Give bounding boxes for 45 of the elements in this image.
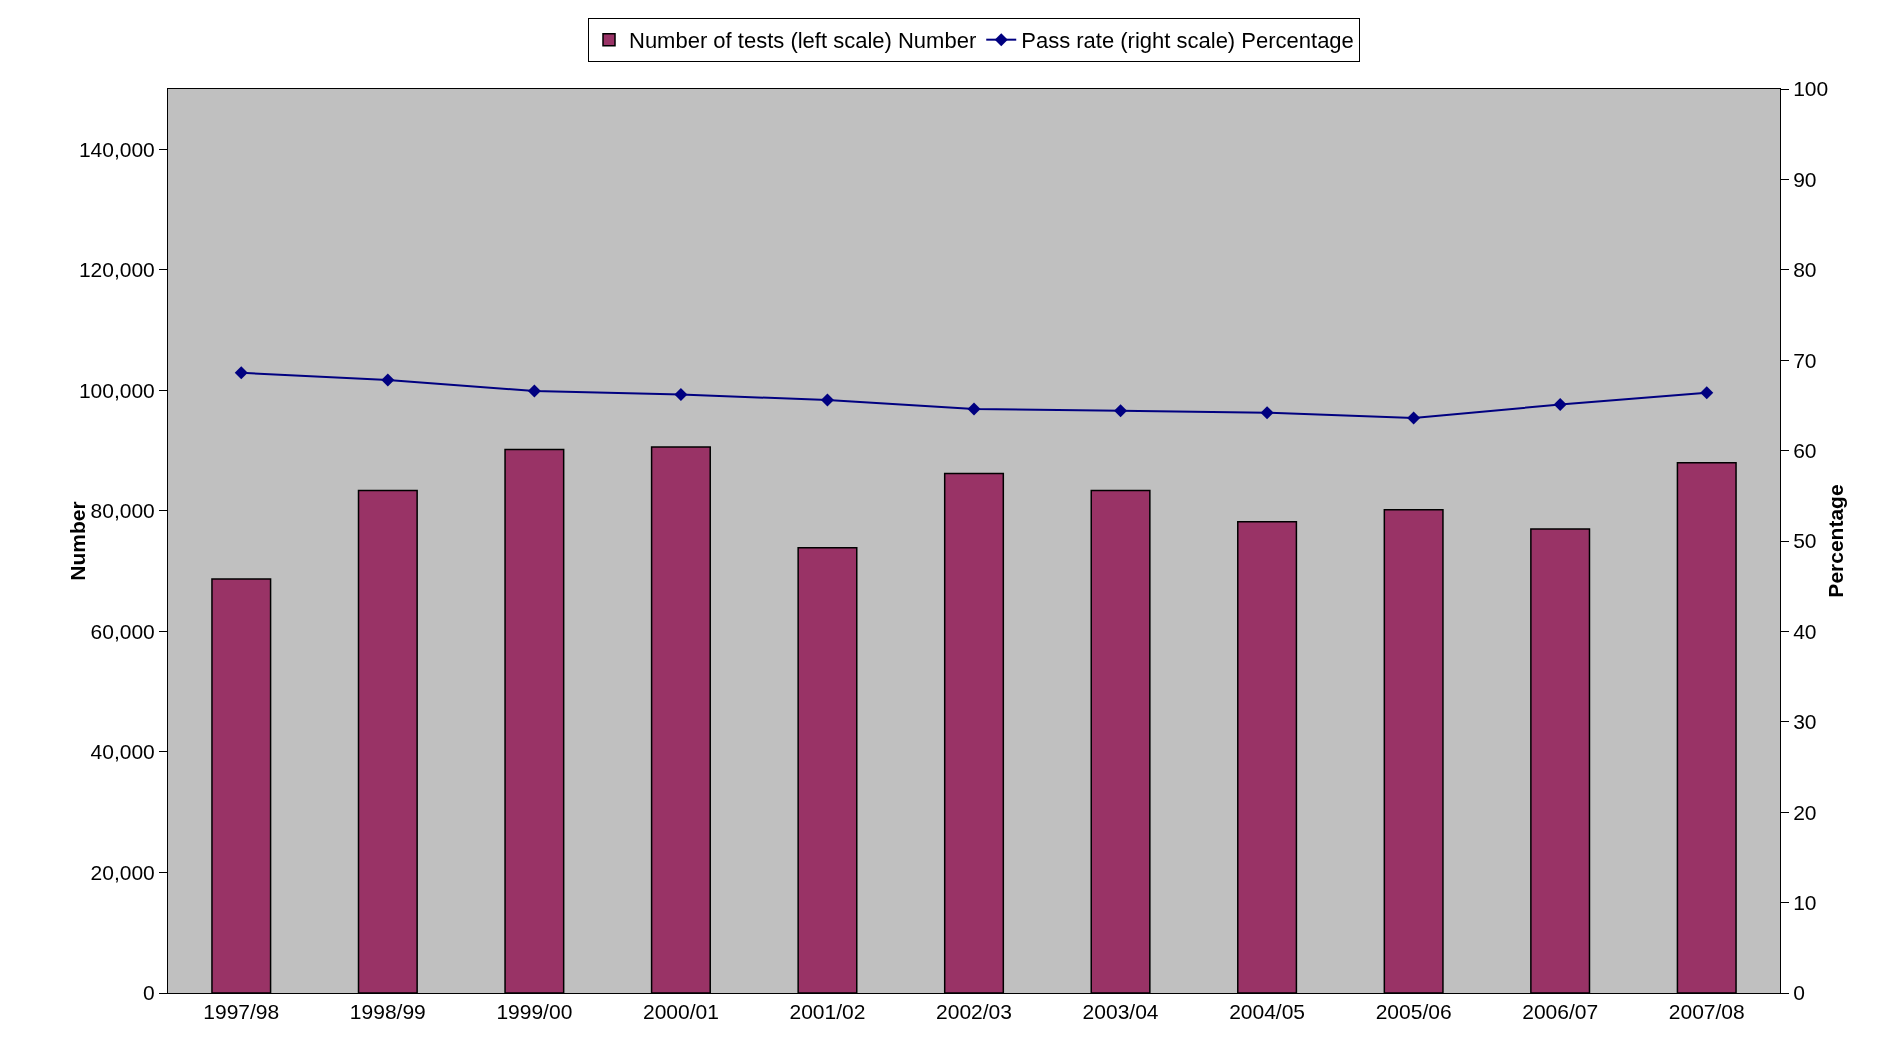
x-tick-label: 2002/03 <box>936 1000 1012 1024</box>
point <box>967 402 981 416</box>
y2-tick-label: 30 <box>1793 710 1817 734</box>
x-tick-label: 2007/08 <box>1668 1000 1745 1024</box>
legend-label: Pass rate (right scale) Percentage <box>1021 28 1354 54</box>
point <box>1114 404 1128 418</box>
x-tick-label: 2006/07 <box>1522 1000 1599 1024</box>
y2-tick-label: 20 <box>1793 800 1817 824</box>
point <box>234 366 248 380</box>
y-tick-label: 140,000 <box>78 137 155 161</box>
y-tick-label: 40,000 <box>90 740 155 764</box>
point <box>1407 411 1421 425</box>
y-tick-label: 20,000 <box>90 860 155 884</box>
y-tick-label: 0 <box>143 981 155 1005</box>
x-tick-label: 1999/00 <box>496 1000 573 1024</box>
y-tick-label: 80,000 <box>90 499 155 523</box>
y-axis-title: Number <box>65 501 89 581</box>
y2-axis-title: Percentage <box>1823 484 1847 598</box>
y-tick-label: 120,000 <box>78 258 155 282</box>
y2-tick-label: 70 <box>1793 348 1817 372</box>
y2-tick-label: 80 <box>1793 258 1817 282</box>
y-tick-label: 100,000 <box>78 378 155 402</box>
x-tick-label: 1998/99 <box>349 1000 426 1024</box>
y2-tick-label: 0 <box>1793 981 1805 1005</box>
x-tick-label: 2000/01 <box>642 1000 719 1024</box>
point <box>1700 386 1714 400</box>
y-tick-label: 60,000 <box>90 619 155 643</box>
point <box>820 393 834 407</box>
point <box>1553 398 1567 411</box>
point <box>1260 406 1274 420</box>
point <box>381 373 395 387</box>
y2-tick-label: 10 <box>1793 890 1817 914</box>
point <box>527 384 541 398</box>
x-tick-label: 2005/06 <box>1375 1000 1452 1024</box>
legend-label: Number of tests (left scale) Number <box>629 28 977 54</box>
y2-tick-label: 60 <box>1793 438 1817 462</box>
x-tick-label: 1997/98 <box>203 1000 280 1024</box>
point <box>674 388 688 402</box>
y2-tick-label: 50 <box>1793 529 1817 553</box>
x-tick-label: 2001/02 <box>789 1000 866 1024</box>
y2-tick-label: 90 <box>1793 167 1817 191</box>
x-tick-label: 2004/05 <box>1229 1000 1306 1024</box>
x-tick-label: 2003/04 <box>1082 1000 1159 1024</box>
y2-tick-label: 40 <box>1793 619 1817 643</box>
y2-tick-label: 100 <box>1793 77 1829 101</box>
